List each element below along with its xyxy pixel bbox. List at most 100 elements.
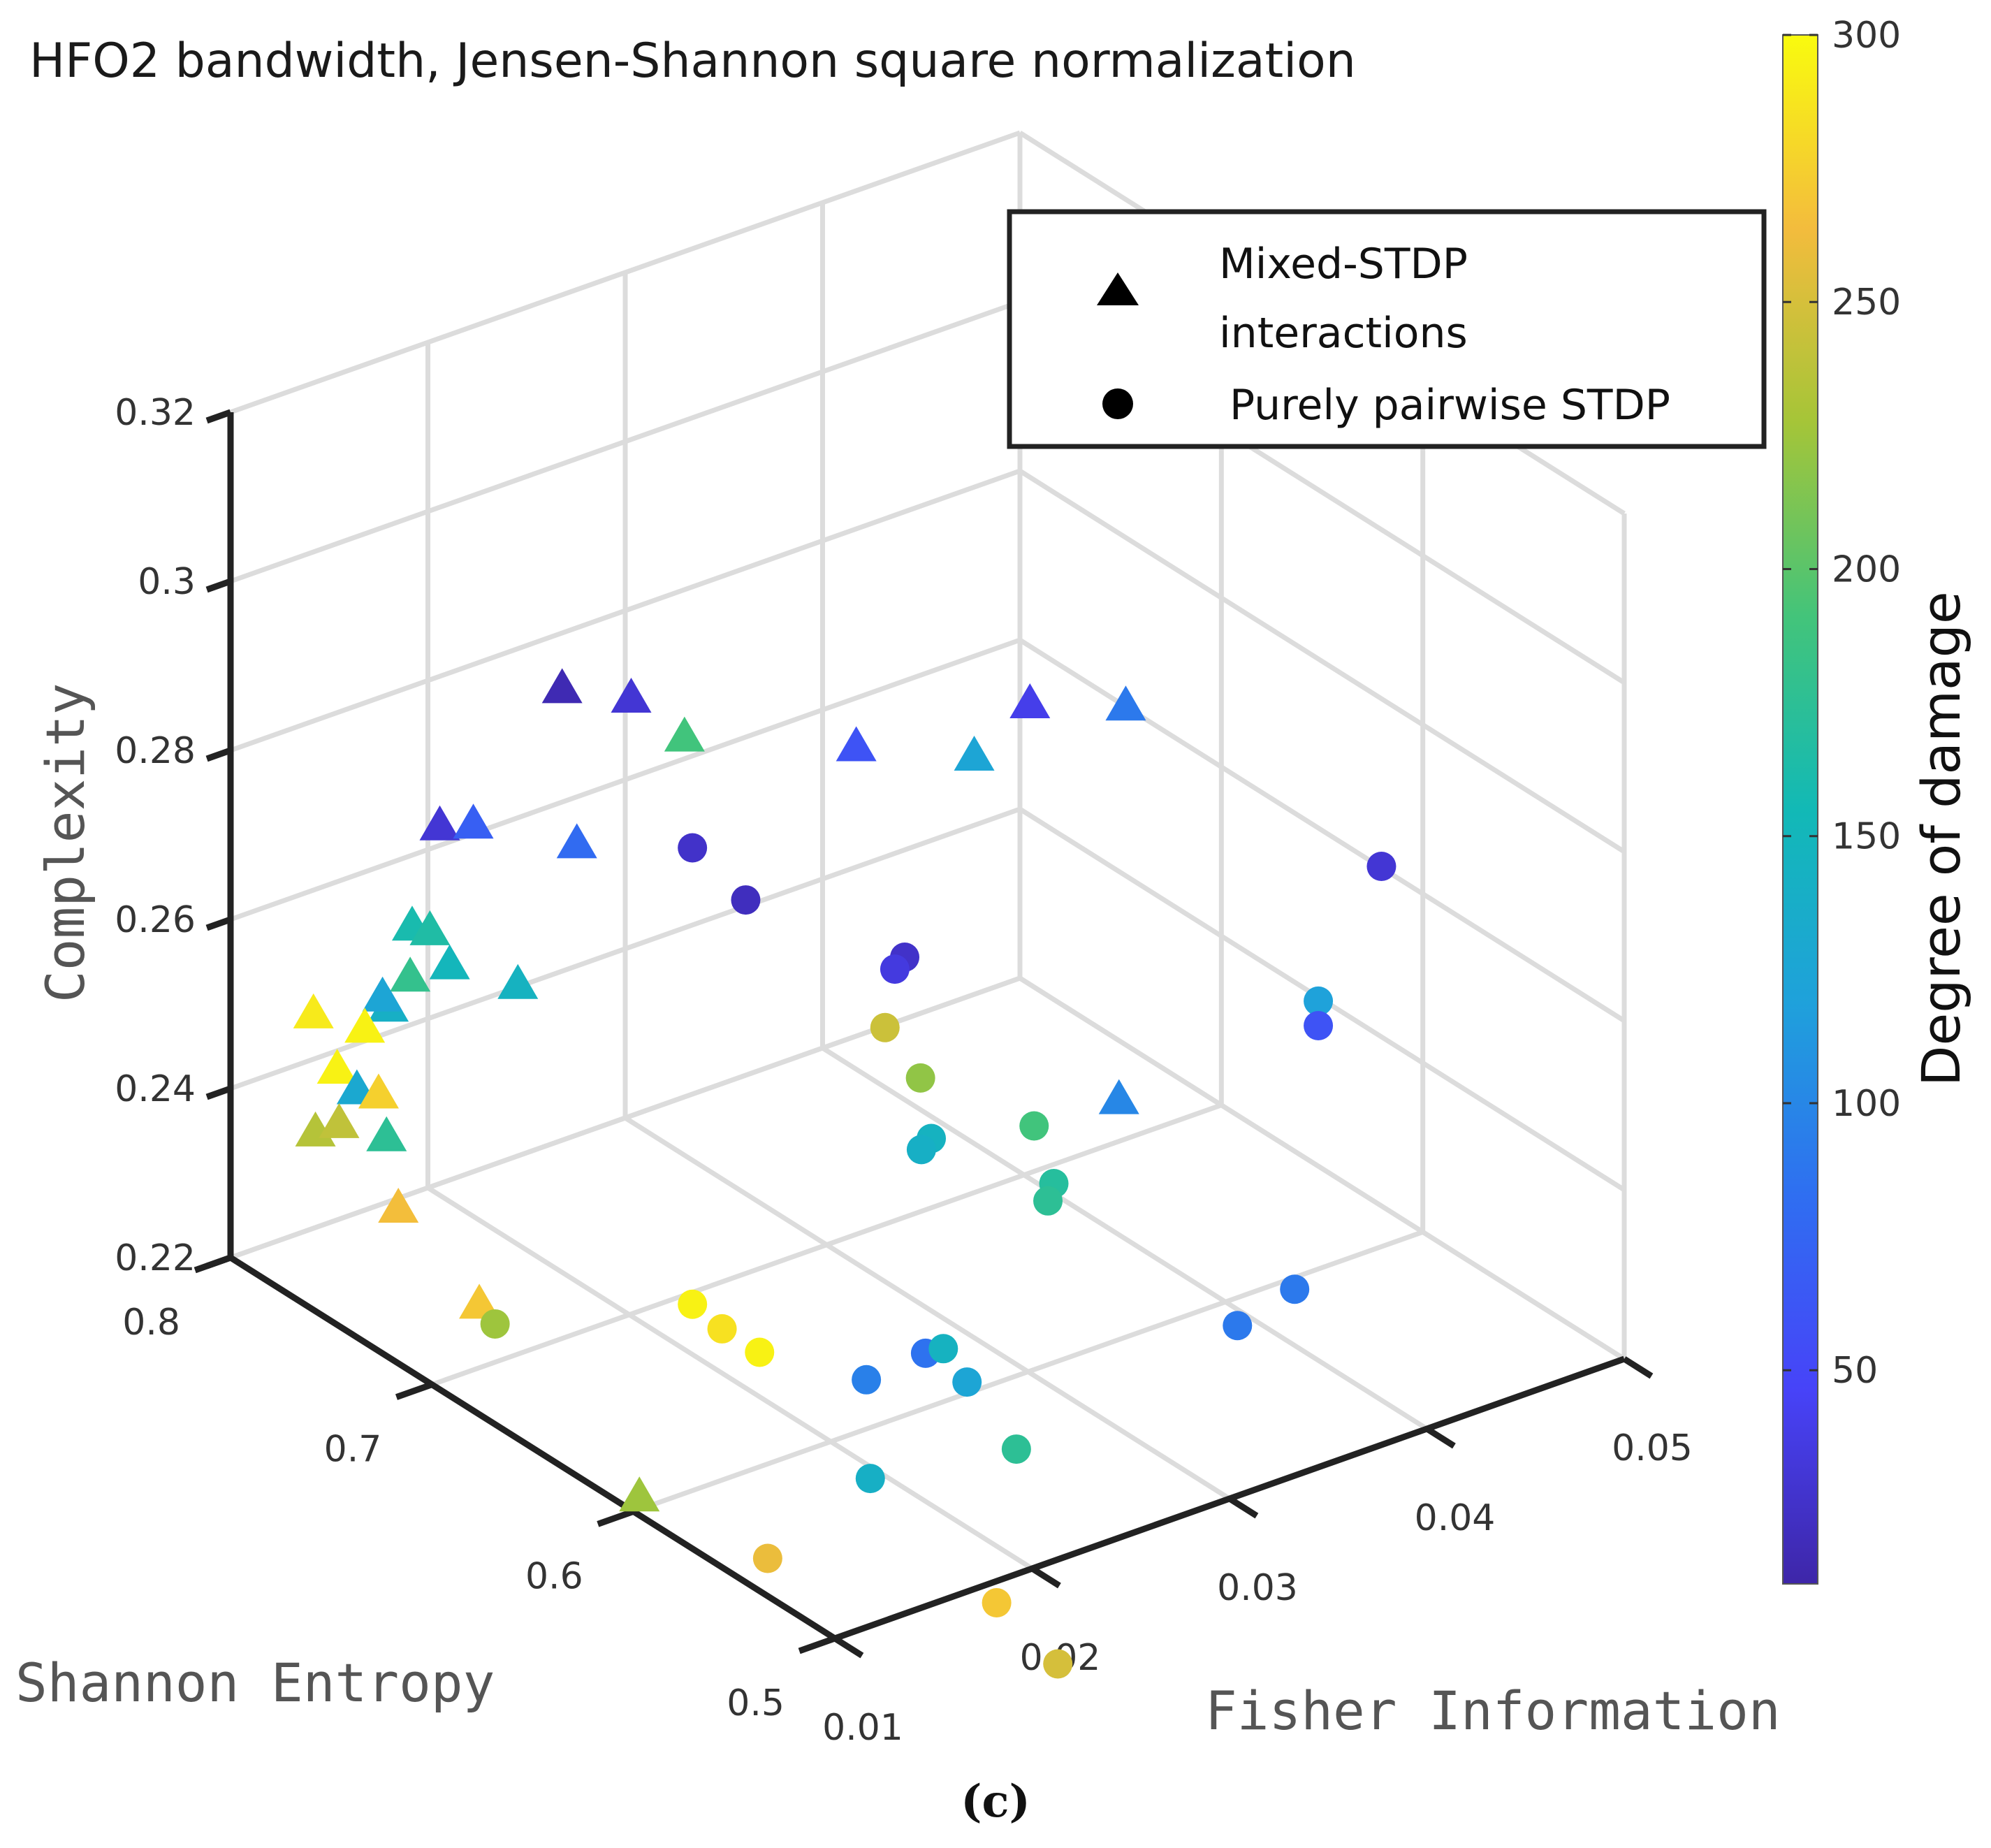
backwall-grid-z: [229, 637, 1021, 922]
y-tick-label: 0.8: [122, 1302, 180, 1344]
pairwise-stdp-point: [1033, 1186, 1063, 1216]
z-tick-mark: [205, 1254, 232, 1269]
colorbar-label: Degree of damage: [1910, 591, 1972, 1086]
mixed-stdp-point: [459, 1283, 500, 1319]
colorbar-tick-label: 200: [1832, 548, 1901, 590]
mixed-stdp-point: [409, 910, 451, 945]
pairwise-stdp-point: [1304, 986, 1334, 1016]
mixed-stdp-point: [316, 1049, 358, 1084]
tick-labels: 0.010.020.030.040.050.50.60.70.80.220.24…: [115, 392, 1693, 1749]
legend-label-pairwise: Purely pairwise STDP: [1230, 381, 1670, 430]
mixed-stdp-point: [1105, 685, 1146, 721]
backwall-grid-z: [229, 468, 1021, 753]
mixed-stdp-point: [378, 1187, 419, 1223]
z-tick-label: 0.28: [115, 730, 196, 772]
mixed-stdp-point: [497, 963, 539, 999]
pairwise-stdp-point: [707, 1314, 737, 1344]
chart-title: HFO2 bandwidth, Jensen-Shannon square no…: [29, 34, 1356, 89]
x-tick-mark: [1622, 1356, 1654, 1379]
figure-caption: (c): [961, 1775, 1030, 1828]
z-tick-mark: [205, 1085, 232, 1100]
sidewall-grid-z: [1019, 469, 1626, 854]
y-tick-label: 0.7: [324, 1429, 382, 1471]
mixed-stdp-point: [541, 668, 583, 704]
pairwise-stdp-point: [745, 1337, 775, 1367]
y-tick-label: 0.6: [525, 1555, 583, 1597]
colorbar-ticks: 50 100 150 200 250 300: [1783, 15, 1901, 1392]
floor-grid-x: [821, 1046, 1429, 1431]
x-tick-label: 0.05: [1612, 1427, 1693, 1469]
z-tick-mark: [205, 747, 232, 762]
pairwise-stdp-point: [905, 1063, 935, 1093]
colorbar-gradient: [1782, 34, 1818, 1585]
pairwise-stdp-point: [1280, 1274, 1310, 1304]
floor-grid-y: [431, 1103, 1223, 1387]
pairwise-stdp-point: [480, 1309, 510, 1339]
mixed-stdp-point: [344, 1007, 386, 1043]
colorbar-tick-label: 50: [1832, 1350, 1878, 1392]
mixed-stdp-point: [419, 805, 460, 841]
z-tick-mark: [205, 409, 232, 424]
colorbar-tick-label: 300: [1832, 15, 1901, 57]
pairwise-stdp-point: [1366, 852, 1396, 882]
backwall-grid-z: [229, 130, 1021, 415]
floor-grid-x: [624, 1116, 1231, 1501]
pairwise-stdp-point: [1043, 1649, 1073, 1679]
floor-grid-x: [426, 1186, 1034, 1571]
mixed-stdp-point: [1009, 683, 1051, 719]
mixed-stdp-point: [319, 1103, 360, 1138]
mixed-stdp-point: [619, 1476, 660, 1512]
y-tick-mark: [597, 1508, 635, 1527]
mixed-stdp-point: [429, 944, 470, 980]
legend-label-mixed-line2: interactions: [1219, 309, 1468, 358]
pairwise-stdp-point: [1019, 1111, 1049, 1141]
mixed-stdp-point: [390, 956, 431, 992]
pairwise-stdp-point: [855, 1464, 885, 1494]
sidewall-grid-z: [1019, 976, 1626, 1361]
mixed-stdp-point: [1098, 1079, 1139, 1114]
z-tick-label: 0.22: [115, 1237, 196, 1279]
z-tick-label: 0.26: [115, 899, 196, 941]
legend-label-mixed-line1: Mixed-STDP: [1219, 240, 1468, 289]
mixed-stdp-point: [293, 993, 334, 1028]
mixed-stdp-point: [836, 726, 877, 762]
pairwise-stdp-point: [1223, 1311, 1253, 1341]
sidewall-grid-z: [1019, 638, 1626, 1023]
z-tick-label: 0.32: [115, 392, 196, 434]
y-tick-mark: [395, 1381, 433, 1400]
mixed-stdp-point: [453, 803, 494, 839]
pairwise-stdp-point: [852, 1365, 882, 1395]
colorbar-tick-label: 100: [1832, 1083, 1901, 1125]
backwall-grid-z: [229, 299, 1021, 584]
legend-circle-marker: [1102, 388, 1133, 419]
x-tick-label: 0.03: [1217, 1567, 1298, 1609]
x-tick-mark: [1425, 1426, 1456, 1449]
x-tick-mark: [1227, 1496, 1259, 1519]
x-tick-mark: [833, 1636, 864, 1659]
pairwise-stdp-point: [982, 1587, 1012, 1617]
pairwise-stdp-point: [678, 833, 708, 863]
pairwise-stdp-point: [752, 1543, 782, 1573]
colorbar-tick-label: 250: [1832, 282, 1901, 323]
z-tick-mark: [205, 578, 232, 593]
mixed-stdp-point: [556, 823, 597, 859]
z-tick-label: 0.3: [138, 561, 196, 603]
y-axis-line: [228, 1255, 837, 1641]
z-tick-label: 0.24: [115, 1068, 196, 1110]
pairwise-stdp-point: [1001, 1434, 1031, 1464]
colorbar: 50 100 150 200 250 300 Degree of damage: [1782, 15, 1972, 1585]
axes: [194, 409, 1654, 1659]
data-points: [293, 668, 1396, 1679]
y-axis-label: Shannon Entropy: [15, 1652, 495, 1714]
x-tick-label: 0.01: [822, 1707, 903, 1749]
pairwise-stdp-point: [678, 1289, 708, 1319]
mixed-stdp-point: [954, 736, 995, 771]
x-tick-label: 0.04: [1415, 1497, 1496, 1539]
mixed-stdp-point: [366, 1116, 407, 1151]
mixed-stdp-point: [611, 677, 652, 713]
mixed-stdp-point: [664, 716, 705, 752]
legend: Mixed-STDP interactions Purely pairwise …: [1007, 209, 1767, 449]
pairwise-stdp-point: [906, 1135, 936, 1165]
pairwise-stdp-point: [1304, 1010, 1334, 1040]
